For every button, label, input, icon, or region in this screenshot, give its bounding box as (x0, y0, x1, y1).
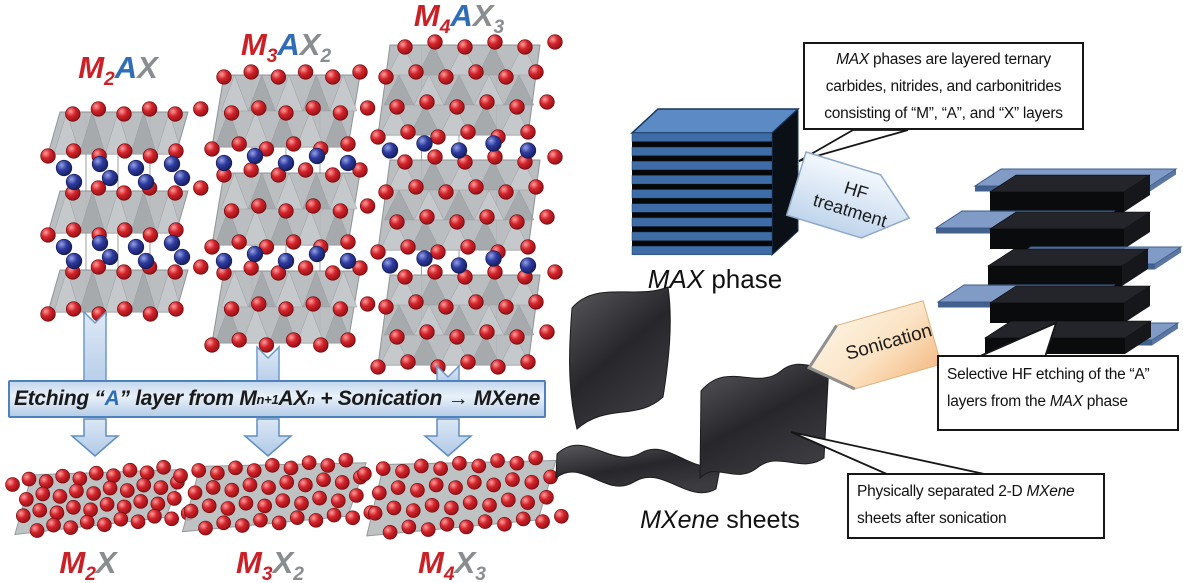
down-block-arrow (69, 418, 121, 457)
formula-label-m4x3: M4X3 (418, 545, 486, 583)
mxene-2d-sheet-m4x3 (357, 450, 569, 540)
etched-stack-with-separating-sheets (934, 168, 1183, 354)
crystal-structure-m4ax3 (370, 34, 563, 375)
mxene-wavy-sheet-large (569, 286, 671, 430)
mxene-2d-sheet-m3x2 (173, 452, 379, 536)
bubble-line: Selective HF etching of the “A” (947, 366, 1150, 383)
down-ribbon-arrow (436, 364, 460, 382)
formula-label-m3x2: M3X2 (236, 545, 304, 583)
formula-label-m2ax: M2AX (78, 50, 158, 91)
bubble-line: MAX phases are layered ternary (836, 51, 1051, 68)
max-phase-stack (630, 107, 800, 257)
bubble-selective-etching: Selective HF etching of the “A” layers f… (937, 355, 1179, 431)
mxene-wavy-sheet-flat (555, 444, 722, 494)
sonication-arrow-edge (806, 324, 856, 391)
down-block-arrow (242, 418, 294, 457)
sonication-arrow-shape (806, 300, 942, 391)
down-block-arrow (422, 418, 474, 457)
block-arrows-below-banner (69, 418, 474, 457)
ribbon-arrows-into-banner (83, 310, 460, 382)
banner-text: Etching “ (14, 387, 105, 410)
crystal-structure-m3ax2 (204, 64, 376, 353)
callout-pointer-max-bubble (798, 129, 909, 162)
banner-a: A (104, 387, 120, 410)
down-ribbon-arrow (256, 345, 280, 382)
down-ribbon-arrow (83, 310, 107, 382)
mxene-2d-sheet-m2x (5, 459, 196, 538)
mxene-wavy-sheet-right (699, 361, 830, 480)
bubble-line: Physically separated 2-D MXene (857, 483, 1075, 500)
formula-label-m3ax2: M3AX2 (240, 27, 332, 68)
bubble-max-definition: MAX phases are layered ternary carbides,… (803, 42, 1084, 130)
bubble-line: sheets after sonication (857, 510, 1007, 527)
right-arrow-glyph: → (447, 387, 469, 410)
crystal-structure-m2ax (40, 101, 209, 322)
bubble-separated-sheets: Physically separated 2-D MXene sheets af… (847, 473, 1105, 539)
hf-treatment-arrow-shape (785, 151, 911, 239)
bubble-line: carbides, nitrides, and carbonitrides (825, 78, 1062, 95)
bubble-line: consisting of “M”, “A”, and “X” layers (824, 105, 1063, 122)
mxene-sheets-label: MXene sheets (640, 506, 800, 534)
bubble-line: layers from the MAX phase (947, 393, 1128, 410)
formula-label-m2x: M2X (59, 545, 117, 583)
mxene-wavy-sheets (555, 286, 830, 494)
max-phase-label: MAX phase (647, 264, 783, 294)
formula-label-m4ax3: M4AX3 (413, 0, 505, 39)
